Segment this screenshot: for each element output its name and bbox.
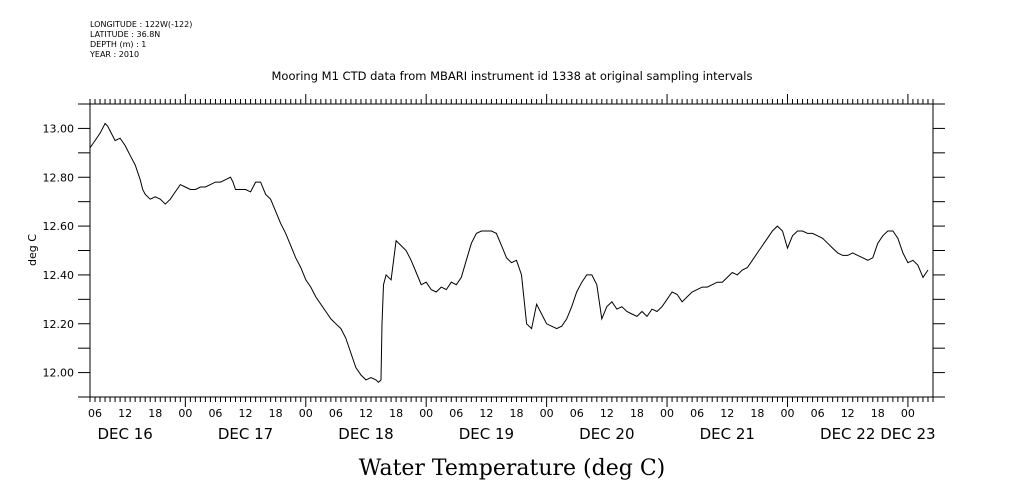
y-tick-label: 12.20: [43, 318, 75, 331]
y-tick-label: 12.00: [43, 367, 75, 380]
x-hour-label: 06: [449, 407, 463, 420]
x-hour-label: 12: [841, 407, 855, 420]
x-hour-label: 00: [299, 407, 313, 420]
x-hour-label: 06: [88, 407, 102, 420]
x-hour-label: 00: [901, 407, 915, 420]
x-hour-label: 12: [239, 407, 253, 420]
x-hour-label: 18: [630, 407, 644, 420]
plot-frame: [89, 103, 934, 398]
year-label: YEAR : 2010: [90, 50, 140, 59]
x-hour-label: 12: [479, 407, 493, 420]
y-tick-label: 12.40: [43, 269, 75, 282]
x-hour-label: 18: [510, 407, 524, 420]
x-hour-label: 12: [359, 407, 373, 420]
x-hour-label: 18: [269, 407, 283, 420]
x-hour-label: 18: [871, 407, 885, 420]
depth-label: DEPTH (m) : 1: [90, 40, 147, 49]
x-axis-label: Water Temperature (deg C): [359, 456, 666, 481]
mooring-metadata: LONGITUDE : 122W(-122) LATITUDE : 36.8N …: [90, 20, 192, 60]
y-axis: 12.00 12.20 12.40 12.60 12.80 13.00: [43, 103, 945, 398]
x-hour-label: 00: [540, 407, 554, 420]
x-day-label: DEC 16: [97, 425, 152, 443]
x-day-label: DEC 22: [820, 425, 875, 443]
x-day-label: DEC 19: [459, 425, 514, 443]
x-axis: 06 12 18 00 06 12 18 00 06 12 18 00 06 12 18 00 06 12 18 00…: [88, 94, 936, 443]
x-day-label: DEC 20: [579, 425, 634, 443]
latitude-label: LATITUDE : 36.8N: [90, 30, 161, 39]
series-line-water-temperature: [89, 122, 929, 383]
x-hour-label: 06: [208, 407, 222, 420]
x-hour-label: 00: [660, 407, 674, 420]
x-hour-label: 06: [570, 407, 584, 420]
x-hour-label: 00: [419, 407, 433, 420]
x-hour-label: 00: [780, 407, 794, 420]
x-hour-label: 18: [750, 407, 764, 420]
x-hour-label: 18: [148, 407, 162, 420]
x-hour-label: 00: [178, 407, 192, 420]
y-tick-label: 12.60: [43, 220, 75, 233]
x-day-label: DEC 21: [700, 425, 755, 443]
y-axis-label: deg C: [26, 234, 39, 266]
x-hour-label: 06: [811, 407, 825, 420]
longitude-label: LONGITUDE : 122W(-122): [90, 20, 193, 29]
x-hour-label: 18: [389, 407, 403, 420]
chart-title: Mooring M1 CTD data from MBARI instrumen…: [272, 69, 753, 83]
x-hour-label: 12: [118, 407, 132, 420]
y-tick-label: 12.80: [43, 171, 75, 184]
x-day-label: DEC 23: [880, 425, 935, 443]
y-tick-label: 13.00: [43, 122, 75, 135]
x-hour-label: 06: [329, 407, 343, 420]
x-hour-label: 06: [690, 407, 704, 420]
x-hour-label: 12: [600, 407, 614, 420]
x-day-label: DEC 17: [218, 425, 273, 443]
x-day-label: DEC 18: [338, 425, 393, 443]
x-hour-label: 12: [720, 407, 734, 420]
